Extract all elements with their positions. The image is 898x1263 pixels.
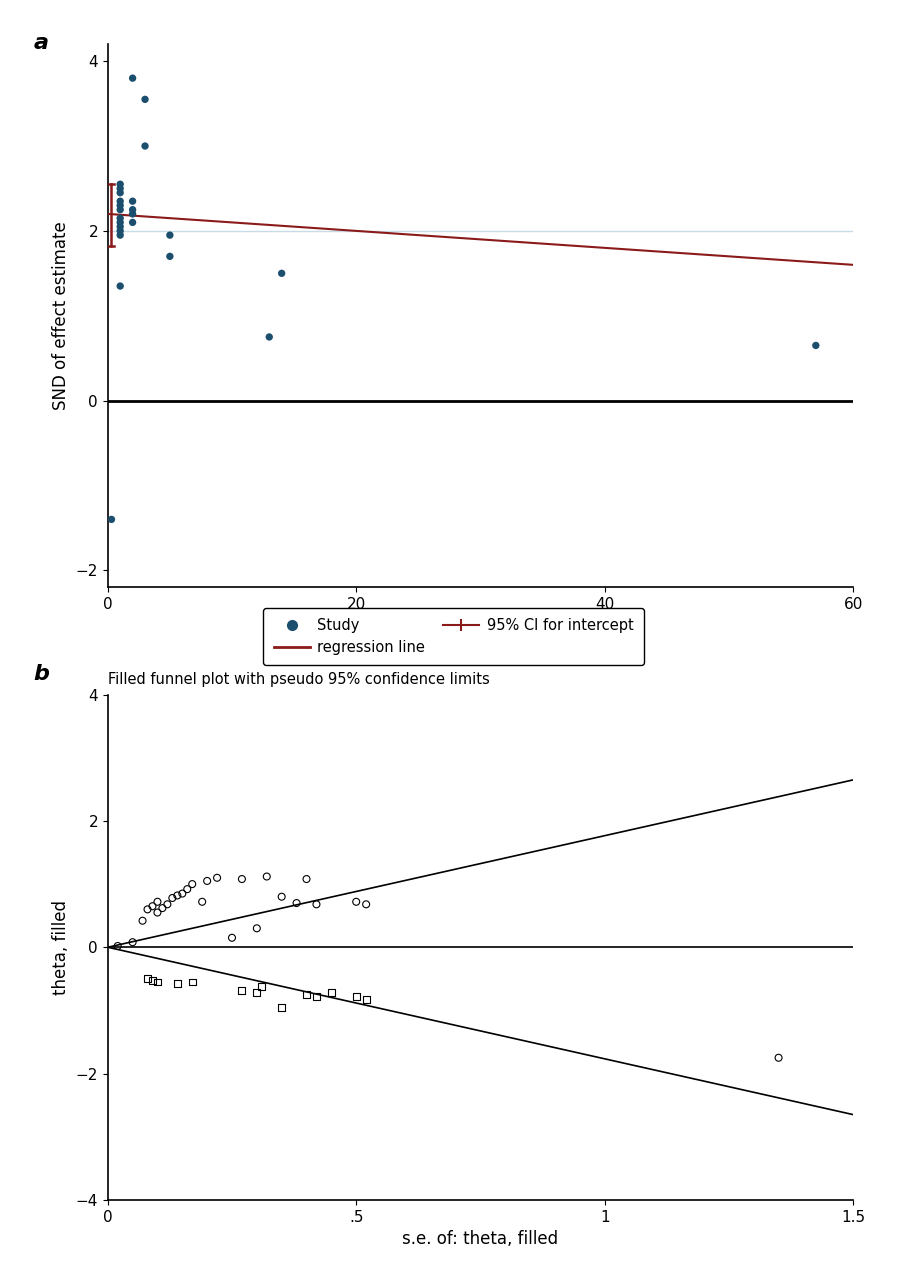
Point xyxy=(140,969,154,989)
Y-axis label: SND of effect estimate: SND of effect estimate xyxy=(52,221,70,410)
Legend: Study, regression line, 95% CI for intercept: Study, regression line, 95% CI for inter… xyxy=(263,608,644,666)
Point xyxy=(136,911,150,931)
Point xyxy=(299,985,313,1005)
Point xyxy=(137,136,152,157)
Point xyxy=(140,899,154,919)
Point xyxy=(262,327,277,347)
Point xyxy=(234,869,249,889)
Point xyxy=(113,208,128,229)
Point xyxy=(163,225,177,245)
Point xyxy=(234,980,249,1000)
Point xyxy=(260,866,274,887)
X-axis label: s.e. of: theta, filled: s.e. of: theta, filled xyxy=(402,1230,559,1248)
Point xyxy=(309,986,323,1007)
Point xyxy=(113,212,128,232)
Point xyxy=(324,983,339,1003)
Text: a: a xyxy=(33,33,48,53)
Point xyxy=(165,888,180,908)
Point xyxy=(126,200,140,220)
Point xyxy=(160,894,174,914)
Point xyxy=(104,509,119,529)
Point xyxy=(150,892,164,912)
Point xyxy=(250,918,264,938)
Point xyxy=(145,970,160,990)
Point xyxy=(113,225,128,245)
Point xyxy=(349,892,364,912)
Point xyxy=(113,196,128,216)
Point xyxy=(163,246,177,266)
Text: Filled funnel plot with pseudo 95% confidence limits: Filled funnel plot with pseudo 95% confi… xyxy=(108,672,489,687)
Point xyxy=(113,178,128,198)
Point xyxy=(224,927,239,947)
Point xyxy=(155,898,170,918)
Point xyxy=(110,936,125,956)
Point xyxy=(195,892,209,912)
Point xyxy=(126,68,140,88)
Point xyxy=(255,976,269,997)
Point xyxy=(275,263,289,283)
Point xyxy=(113,216,128,236)
Point xyxy=(250,983,264,1003)
Point xyxy=(113,183,128,203)
Point xyxy=(113,191,128,211)
Point xyxy=(359,989,374,1009)
Point xyxy=(150,973,164,993)
Point xyxy=(185,973,199,993)
Point xyxy=(359,894,374,914)
Point xyxy=(113,174,128,195)
Point xyxy=(299,869,313,889)
Point xyxy=(126,191,140,211)
Point xyxy=(771,1048,786,1068)
Point xyxy=(349,986,364,1007)
Point xyxy=(113,275,128,296)
Point xyxy=(126,212,140,232)
Point xyxy=(289,893,304,913)
Point xyxy=(808,336,823,356)
Point xyxy=(126,932,140,952)
Point xyxy=(210,868,224,888)
Point xyxy=(175,884,189,904)
X-axis label: Precision: Precision xyxy=(444,618,517,635)
Point xyxy=(145,897,160,917)
Point xyxy=(137,90,152,110)
Point xyxy=(113,221,128,241)
Point xyxy=(170,974,184,994)
Point xyxy=(170,885,184,906)
Y-axis label: theta, filled: theta, filled xyxy=(52,899,70,995)
Point xyxy=(150,902,164,922)
Text: b: b xyxy=(33,664,49,685)
Point xyxy=(185,874,199,894)
Point xyxy=(126,203,140,224)
Point xyxy=(309,894,323,914)
Point xyxy=(180,879,195,899)
Point xyxy=(275,998,289,1018)
Point xyxy=(113,200,128,220)
Point xyxy=(275,887,289,907)
Point xyxy=(200,871,215,892)
